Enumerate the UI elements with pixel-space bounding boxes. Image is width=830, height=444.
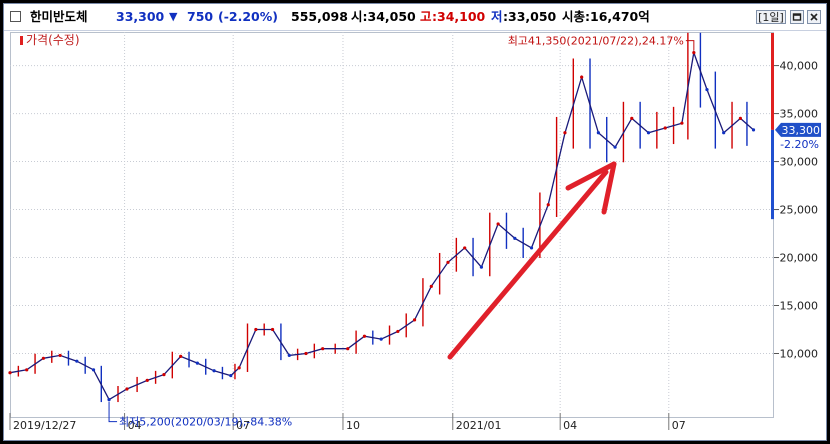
- low-label: 저: [491, 9, 503, 24]
- high-price: :34,100: [432, 9, 486, 24]
- price-change-pct: (-2.20%): [218, 9, 278, 24]
- y-tick-label: 25,000: [780, 204, 819, 217]
- price-point: [613, 145, 617, 149]
- axis-up-bar: [771, 33, 774, 130]
- x-tick-label: 10: [346, 419, 360, 432]
- price-point: [396, 329, 400, 334]
- close-icon: [810, 13, 818, 21]
- y-tick-label: 15,000: [780, 300, 819, 313]
- price-point: [680, 121, 684, 125]
- legend: 가격(수정): [20, 31, 80, 48]
- price-point: [58, 353, 62, 358]
- price-point: [722, 131, 726, 135]
- market-cap: 시총:16,470억: [562, 9, 650, 24]
- low-annotation: 최저5,200(2020/03/19),-84.38%: [119, 416, 292, 429]
- price-point: [563, 131, 567, 135]
- chart-select-checkbox[interactable]: [10, 11, 21, 22]
- price-point: [195, 361, 199, 365]
- price-point: [346, 347, 350, 351]
- price-point: [738, 116, 742, 120]
- price-point: [212, 369, 216, 373]
- price-point: [580, 75, 584, 79]
- x-tick-label: 2019/12/27: [13, 419, 76, 432]
- price-point: [75, 359, 79, 363]
- y-tick-label: 10,000: [780, 347, 819, 360]
- x-tick-label: 2021/01: [456, 419, 502, 432]
- price-point: [412, 318, 417, 322]
- price-point: [646, 131, 651, 135]
- x-tick-label: 04: [128, 419, 142, 432]
- price-point: [429, 284, 433, 288]
- price-point: [179, 354, 183, 358]
- stock-name: 한미반도체: [30, 9, 88, 24]
- price-point: [145, 378, 149, 382]
- price-point: [692, 51, 696, 55]
- y-tick-label: 40,000: [780, 60, 819, 73]
- x-tick-label: 07: [672, 419, 686, 432]
- price-point: [229, 373, 233, 378]
- price-line: [9, 50, 754, 401]
- high-annotation: 최고41,350(2021/07/22),24.17%: [508, 35, 684, 48]
- legend-label: 가격(수정): [26, 33, 80, 47]
- price-point: [751, 128, 756, 132]
- y-tick-label: 30,000: [780, 156, 819, 169]
- restore-icon: [792, 13, 802, 21]
- price-point: [41, 356, 46, 360]
- current-price-tag-label: 33,300: [782, 124, 821, 137]
- high-label: 고: [420, 9, 432, 24]
- price-point: [479, 265, 484, 269]
- current-price: 33,300: [116, 9, 165, 24]
- high-annotation-arrow: [685, 40, 695, 51]
- trend-arrow-head-right: [601, 161, 617, 215]
- price-point: [270, 327, 275, 332]
- trend-arrow-head-left: [565, 161, 617, 191]
- price-point: [463, 246, 467, 250]
- price-point: [25, 368, 29, 372]
- x-tick-label: 07: [236, 419, 250, 432]
- price-point: [705, 87, 709, 92]
- price-point: [162, 373, 166, 377]
- price-point: [513, 236, 517, 240]
- price-point: [362, 334, 367, 338]
- price-point: [237, 366, 241, 370]
- current-pct-label: -2.20%: [780, 138, 819, 151]
- price-point: [379, 337, 383, 341]
- chart-header: 한미반도체 33,300 ▼ 750 (-2.20%) 555,098 시:34…: [4, 4, 826, 31]
- close-button[interactable]: [807, 10, 821, 24]
- price-point: [496, 222, 500, 226]
- legend-marker: [20, 36, 23, 45]
- x-tick-label: 04: [563, 419, 577, 432]
- price-point: [8, 371, 12, 375]
- price-change: 750: [187, 9, 214, 24]
- price-point: [446, 260, 450, 264]
- low-price: :33,050: [503, 9, 557, 24]
- y-tick-label: 35,000: [780, 108, 819, 121]
- price-point: [630, 116, 634, 120]
- price-point: [287, 353, 291, 358]
- price-point: [91, 368, 96, 372]
- price-point: [596, 131, 600, 135]
- period-button[interactable]: [1일]: [756, 10, 786, 24]
- price-point: [254, 327, 258, 332]
- low-annotation-arrow: [108, 401, 118, 423]
- price-point: [321, 347, 325, 351]
- price-point: [546, 203, 550, 207]
- y-tick-label: 20,000: [780, 252, 819, 265]
- open-price: 시:34,050: [351, 9, 416, 24]
- current-price-tag: [775, 122, 821, 137]
- axis-down-bar: [771, 129, 774, 220]
- volume: 555,098: [291, 9, 348, 24]
- trend-arrow-shaft: [447, 169, 609, 360]
- price-point: [663, 126, 667, 130]
- down-arrow-icon: ▼: [169, 10, 178, 23]
- restore-button[interactable]: [790, 10, 804, 24]
- price-point: [125, 387, 129, 391]
- price-point: [529, 246, 534, 250]
- price-point: [304, 351, 308, 356]
- price-point: [107, 397, 111, 402]
